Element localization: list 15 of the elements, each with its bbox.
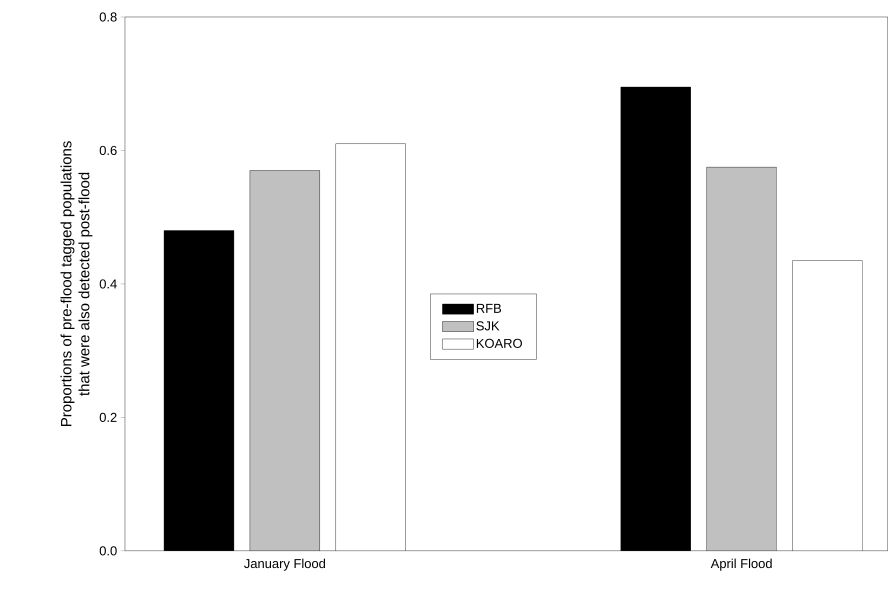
y-tick-label: 0.2: [100, 412, 117, 422]
y-tick-label: 0.0: [100, 546, 117, 556]
y-axis-title: Proportions of pre-flood tagged populations that were also detected post-flood: [60, 141, 92, 426]
bar: [706, 167, 777, 551]
bar: [336, 144, 406, 551]
y-tick-label: 0.6: [100, 146, 117, 156]
bar: [792, 260, 863, 551]
bar: [250, 170, 320, 551]
y-tick-label: 0.8: [100, 12, 117, 22]
legend-label: SJK: [476, 321, 500, 331]
legend-label: KOARO: [476, 338, 522, 348]
legend-label: RFB: [476, 304, 502, 313]
x-tick-label: April Flood: [710, 558, 772, 571]
x-tick-label: January Flood: [244, 558, 326, 571]
y-tick-label: 0.4: [100, 279, 117, 289]
